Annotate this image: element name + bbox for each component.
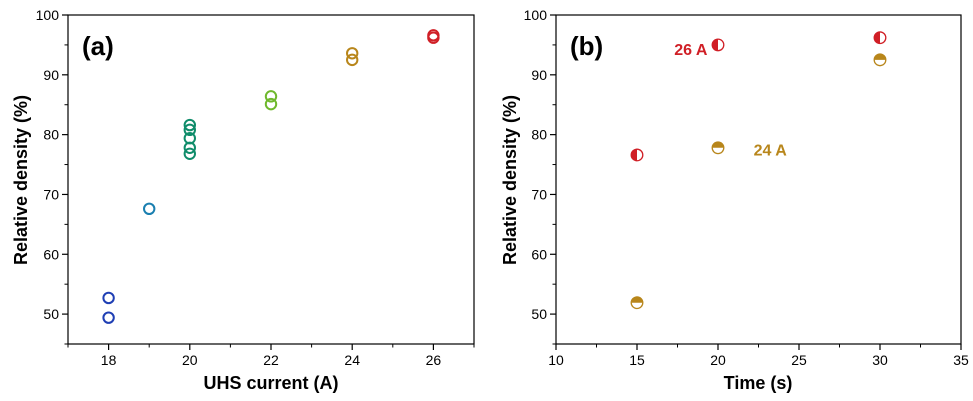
series-annotation: 24 A bbox=[754, 143, 788, 160]
x-tick-label-b: 25 bbox=[791, 352, 807, 368]
data-point bbox=[264, 97, 278, 111]
data-point bbox=[873, 31, 887, 45]
data-point bbox=[346, 53, 359, 67]
x-tick-label-a: 18 bbox=[101, 352, 117, 368]
data-point bbox=[873, 53, 887, 67]
points-b bbox=[630, 31, 887, 310]
plot-frame-a bbox=[67, 14, 475, 345]
x-tick-label-b: 20 bbox=[710, 352, 726, 368]
x-axis-title-a: UHS current (A) bbox=[203, 373, 338, 393]
y-tick-label-a: 100 bbox=[36, 7, 60, 23]
data-point bbox=[264, 90, 278, 103]
y-tick-label-b: 80 bbox=[531, 127, 547, 143]
x-tick-label-a: 20 bbox=[182, 352, 198, 368]
x-axis-title-b: Time (s) bbox=[724, 373, 793, 393]
x-tick-label-a: 22 bbox=[263, 352, 279, 368]
panel-a: (a) UHS current (A) Relative density (%)… bbox=[11, 7, 475, 393]
series-annotation: 26 A bbox=[674, 42, 708, 59]
y-tick-label-b: 100 bbox=[524, 7, 548, 23]
y-axis-title-a: Relative density (%) bbox=[11, 95, 31, 265]
ticks-a: 18 20 22 24 26 50 60 70 80 90 100 bbox=[36, 7, 475, 368]
data-point bbox=[427, 31, 440, 44]
data-point bbox=[630, 296, 644, 310]
data-point-outline bbox=[711, 38, 725, 52]
x-tick-label-b: 10 bbox=[548, 352, 564, 368]
data-point bbox=[630, 148, 644, 162]
annotations-b: 26 A 24 A bbox=[674, 42, 787, 159]
data-point bbox=[183, 118, 197, 132]
data-point-outline bbox=[630, 296, 644, 310]
data-point-outline bbox=[873, 31, 887, 45]
data-point bbox=[183, 147, 197, 160]
x-tick-label-a: 26 bbox=[426, 352, 442, 368]
panel-label-a: (a) bbox=[82, 31, 114, 61]
x-tick-label-b: 15 bbox=[629, 352, 645, 368]
points-a bbox=[102, 29, 440, 324]
data-point bbox=[711, 141, 725, 155]
data-point-outline bbox=[873, 53, 887, 67]
x-tick-label-a: 24 bbox=[344, 352, 360, 368]
data-point bbox=[102, 311, 115, 324]
data-point-outline bbox=[630, 148, 644, 162]
y-tick-label-b: 90 bbox=[531, 67, 547, 83]
y-tick-label-a: 50 bbox=[43, 306, 59, 322]
y-tick-label-b: 60 bbox=[531, 246, 547, 262]
data-point-outline bbox=[711, 141, 725, 155]
y-axis-title-b: Relative density (%) bbox=[500, 95, 520, 265]
y-tick-label-b: 70 bbox=[531, 186, 547, 202]
data-point bbox=[183, 123, 197, 137]
panel-label-b: (b) bbox=[570, 31, 603, 61]
y-tick-label-b: 50 bbox=[531, 306, 547, 322]
y-tick-label-a: 90 bbox=[43, 67, 59, 83]
data-point bbox=[346, 47, 359, 60]
x-tick-label-b: 30 bbox=[872, 352, 888, 368]
y-tick-label-a: 70 bbox=[43, 186, 59, 202]
y-tick-label-a: 60 bbox=[43, 246, 59, 262]
plot-frame-b bbox=[555, 14, 962, 345]
data-point bbox=[143, 202, 156, 216]
panel-b: (b) Time (s) Relative density (%) 10 15 20… bbox=[500, 7, 969, 393]
y-tick-label-a: 80 bbox=[43, 127, 59, 143]
ticks-b: 10 15 20 25 30 35 50 60 70 80 90 100 bbox=[524, 7, 969, 368]
data-point bbox=[711, 38, 725, 52]
data-point bbox=[102, 291, 115, 305]
x-tick-label-b: 35 bbox=[953, 352, 969, 368]
data-point bbox=[183, 141, 197, 154]
